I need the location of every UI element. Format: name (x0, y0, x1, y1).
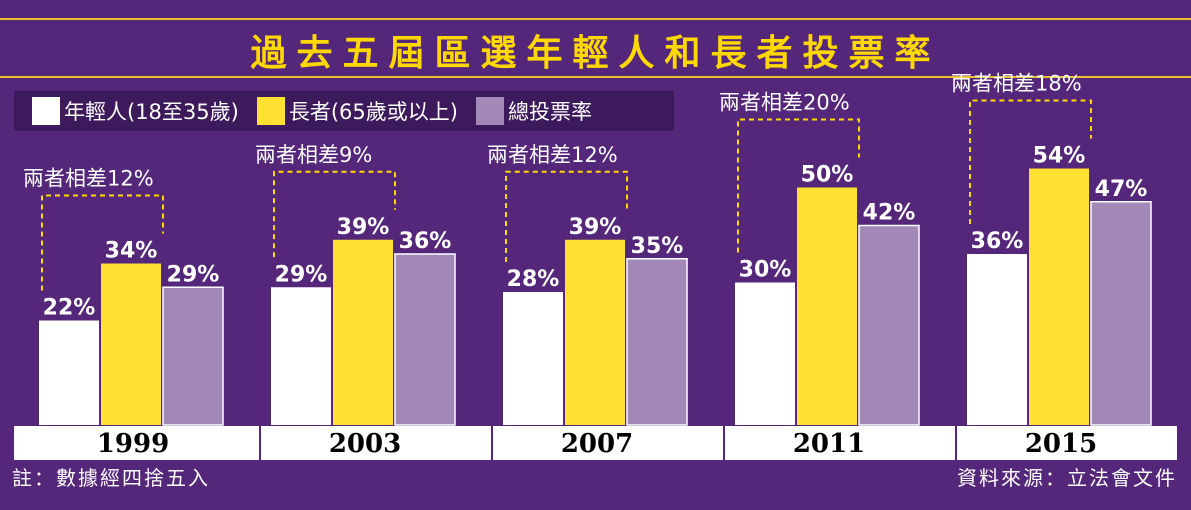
difference-bracket-2011 (737, 118, 860, 253)
bar-1999-series-2 (101, 263, 161, 425)
year-divider-2 (491, 426, 493, 460)
difference-bracket-2003 (273, 170, 396, 258)
year-label-2007: 2007 (561, 429, 633, 459)
legend-item-overall: 總投票率 (475, 96, 592, 126)
bar-2003-series-2 (333, 239, 393, 425)
value-label-2011-series-2: 50% (801, 163, 854, 188)
legend-swatch-elderly (256, 97, 285, 125)
chart-title: 過去五屆區選年輕人和長者投票率 (250, 33, 941, 74)
title-bottom-rule (0, 76, 1191, 78)
difference-bracket-2015 (969, 99, 1092, 224)
rounding-note: 註：數據經四捨五入 (12, 466, 210, 490)
bar-2003-series-1 (271, 287, 331, 425)
value-label-2003-series-1: 29% (275, 262, 328, 287)
value-label-1999-series-1: 22% (43, 296, 96, 321)
value-label-2003-series-2: 39% (337, 215, 390, 240)
bar-2011-series-3 (858, 224, 920, 426)
value-label-2007-series-3: 35% (631, 234, 684, 259)
bar-1999-series-1 (39, 320, 99, 425)
difference-bracket-1999 (41, 194, 164, 291)
legend-item-young: 年輕人(18至35歲) (32, 96, 239, 126)
difference-annotation-1999: 兩者相差12% (23, 167, 154, 191)
legend: 年輕人(18至35歲) 長者(65歲或以上) 總投票率 (14, 91, 674, 131)
year-divider-3 (723, 426, 725, 460)
value-label-2011-series-1: 30% (739, 258, 792, 283)
value-label-2011-series-3: 42% (863, 201, 916, 226)
legend-item-elderly: 長者(65歲或以上) (256, 96, 458, 126)
bar-2015-series-1 (967, 254, 1027, 425)
difference-annotation-2003: 兩者相差9% (255, 143, 372, 167)
title-top-rule (0, 18, 1191, 20)
bar-2015-series-2 (1029, 168, 1089, 425)
bar-2011-series-1 (735, 282, 795, 425)
bar-1999-series-3 (162, 286, 224, 426)
difference-bracket-2007 (505, 170, 628, 262)
year-strip (14, 426, 1177, 460)
year-label-2003: 2003 (329, 429, 401, 459)
difference-annotation-2007: 兩者相差12% (487, 143, 618, 167)
year-label-2015: 2015 (1025, 429, 1097, 459)
source-note: 資料來源：立法會文件 (957, 466, 1177, 490)
bar-2007-series-3 (626, 258, 688, 426)
value-label-2015-series-3: 47% (1095, 177, 1148, 202)
year-label-1999: 1999 (97, 429, 169, 459)
bar-2007-series-2 (565, 239, 625, 425)
bar-2015-series-3 (1090, 201, 1152, 426)
value-label-2003-series-3: 36% (399, 229, 452, 254)
legend-swatch-young (32, 97, 60, 125)
legend-label-young: 年輕人(18至35歲) (64, 100, 239, 124)
difference-annotation-2011: 兩者相差20% (719, 91, 850, 115)
legend-label-elderly: 長者(65歲或以上) (288, 100, 458, 124)
value-label-1999-series-2: 34% (105, 239, 158, 264)
bar-2011-series-2 (797, 187, 857, 425)
bar-2003-series-3 (394, 253, 456, 426)
legend-swatch-overall (475, 97, 504, 125)
legend-label-overall: 總投票率 (507, 100, 592, 124)
difference-annotation-2015: 兩者相差18% (951, 72, 1082, 96)
value-label-2007-series-1: 28% (507, 267, 560, 292)
value-label-2015-series-2: 54% (1033, 144, 1086, 169)
value-label-1999-series-3: 29% (167, 262, 220, 287)
year-label-2011: 2011 (793, 429, 865, 459)
value-label-2015-series-1: 36% (971, 229, 1024, 254)
year-divider-4 (955, 426, 957, 460)
bar-2007-series-1 (503, 292, 563, 425)
value-label-2007-series-2: 39% (569, 215, 622, 240)
year-divider-1 (259, 426, 261, 460)
